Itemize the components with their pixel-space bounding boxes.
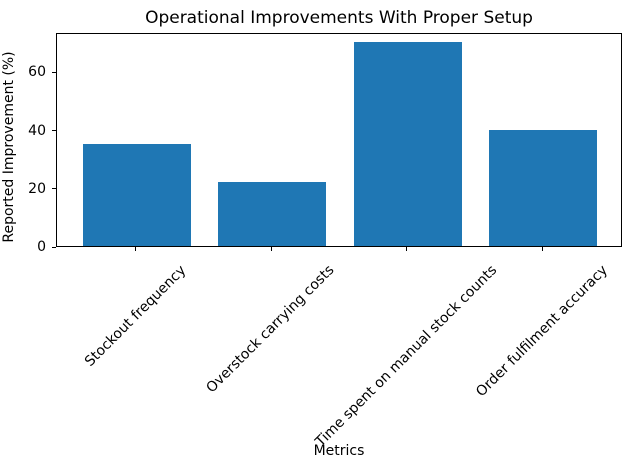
y-tick-mark [52, 246, 56, 248]
chart-title: Operational Improvements With Proper Set… [145, 8, 533, 28]
x-tick-label: Stockout frequency [81, 262, 190, 370]
bar [488, 129, 598, 246]
y-tick-mark [52, 130, 56, 132]
y-tick-mark [52, 188, 56, 190]
x-axis-label: Metrics [313, 443, 365, 459]
x-tick-label: Time spent on manual stock counts [312, 261, 501, 450]
y-tick-mark [52, 71, 56, 73]
y-tick-label: 0 [37, 239, 46, 255]
y-tick-label: 60 [28, 64, 46, 81]
x-tick-label: Overstock carrying costs [203, 262, 338, 397]
x-tick-mark [541, 247, 543, 251]
y-tick-label: 20 [28, 180, 46, 197]
bar [218, 181, 327, 246]
x-tick-mark [270, 247, 272, 251]
x-tick-mark [135, 247, 137, 251]
x-tick-label: Order fulfilment accuracy [472, 262, 611, 400]
y-axis-label: Reported Improvement (%) [1, 51, 17, 243]
plot-area [56, 33, 622, 247]
x-tick-mark [406, 247, 408, 251]
bar [82, 144, 192, 246]
y-tick-label: 40 [28, 122, 46, 139]
bar [353, 42, 462, 246]
